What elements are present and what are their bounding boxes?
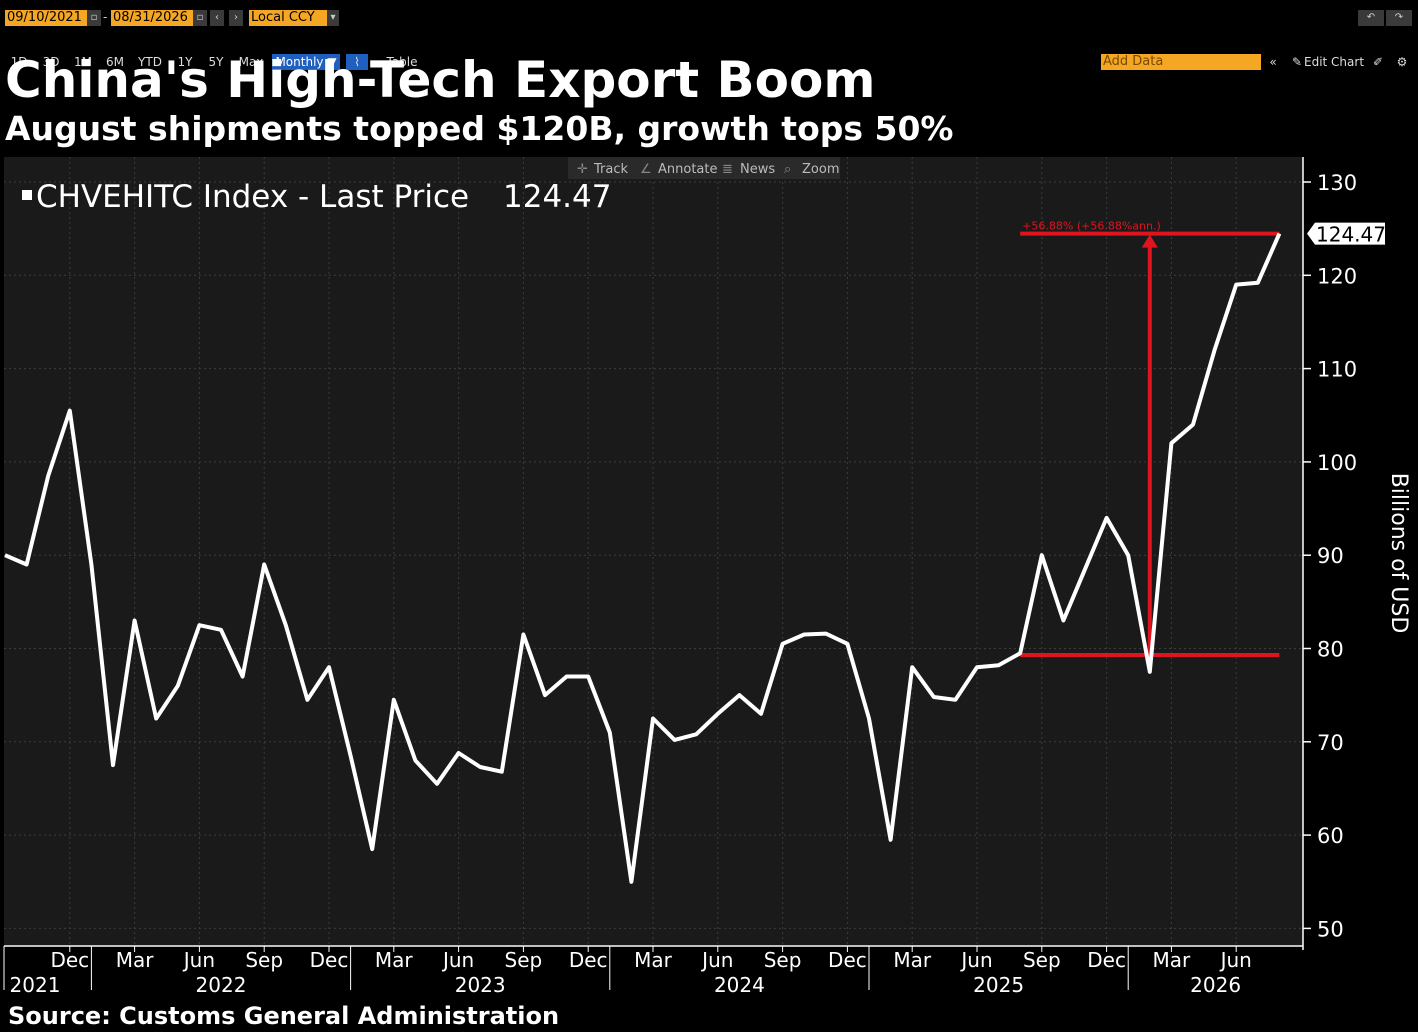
period-1d[interactable]: 1D [10,55,28,69]
end-date-field[interactable]: 08/31/2026 [111,10,193,26]
x-tick-label: Mar [634,948,673,972]
annotate-icon: ∠ [640,162,652,177]
y-axis-label: Billions of USD [1386,473,1411,634]
x-tick-label: Dec [310,948,349,972]
last-value-badge: 124.47 [1307,222,1386,247]
x-year-label: 2022 [196,973,247,997]
edit-icon[interactable]: ✐ [1372,55,1384,69]
table-button[interactable]: Table [386,55,418,69]
x-year-label: 2024 [714,973,765,997]
collapse-icon[interactable]: « [1269,55,1277,69]
legend-swatch [22,190,32,200]
frequency-dropdown[interactable]: Monthly ▼ [272,54,340,70]
news-icon: ≣ [722,162,733,177]
zoom-icon: ⌕ [784,162,791,177]
y-tick-label: 90 [1317,544,1344,568]
gear-icon[interactable]: ⚙ [1396,55,1408,69]
annotation-arrow-head [1141,234,1158,248]
x-tick-label: Jun [959,948,992,972]
zoom-button[interactable]: Zoom [802,162,839,177]
period-toolbar: 1D 3D 1M 6M YTD 1Y 5Y Max Monthly ▼ ⌇ Ta… [0,26,1418,70]
x-tick-label: Jun [441,948,474,972]
track-button[interactable]: Track [593,162,628,177]
period-6m[interactable]: 6M [106,55,124,69]
period-ytd[interactable]: YTD [138,55,162,69]
x-year-label: 2025 [973,973,1024,997]
top-toolbar: 09/10/2021 ▫ - 08/31/2026 ▫ ‹ › Local CC… [0,0,1418,26]
period-1m[interactable]: 1M [74,55,92,69]
last-value-badge-shape [1307,222,1385,245]
chart-title: China's High-Tech Export Boom [5,51,876,109]
y-tick-label: 130 [1317,171,1357,195]
x-tick-label: Sep [505,948,543,972]
y-tick-label: 70 [1317,731,1344,755]
series-line [4,232,1282,884]
period-max[interactable]: Max [238,55,264,69]
calendar-icon[interactable]: ▫ [193,10,207,26]
legend-value: 124.47 [503,179,611,215]
annotate-button[interactable]: Annotate [658,162,717,177]
redo-icon[interactable]: ↷ [1386,10,1412,26]
last-value-label: 124.47 [1316,223,1386,247]
x-tick-label: Jun [182,948,215,972]
annotation-label: +56.88% (+56.88%ann.) [1022,220,1161,233]
y-tick-label: 110 [1317,358,1357,382]
y-tick-label: 100 [1317,451,1357,475]
y-tick-label: 120 [1317,264,1357,288]
undo-icon[interactable]: ↶ [1358,10,1384,26]
x-tick-label: Mar [116,948,155,972]
period-1y[interactable]: 1Y [177,55,193,69]
source-note: Source: Customs General Administration [8,1002,560,1030]
crosshair-icon: ✛ [577,162,588,177]
period-3d[interactable]: 3D [42,55,60,69]
x-tick-label: Mar [893,948,932,972]
period-5y[interactable]: 5Y [208,55,224,69]
x-tick-label: Mar [1153,948,1192,972]
chart-tools-bar: ✛ Track ∠ Annotate ≣ News ⌕ Zoom [568,157,840,179]
chevron-down-icon[interactable]: ▾ [327,10,339,26]
x-tick-label: Jun [700,948,733,972]
chart-subtitle: August shipments topped $120B, growth to… [5,109,954,148]
news-button[interactable]: News [740,162,775,177]
plot-area [4,157,1303,945]
y-tick-label: 60 [1317,824,1344,848]
y-tick-label: 50 [1317,917,1344,941]
chevron-right-icon[interactable]: › [229,10,243,26]
x-tick-label: Mar [375,948,414,972]
grid [4,157,1303,945]
line-chart-icon[interactable]: ⌇ [346,54,368,70]
x-year-label: 2021 [10,973,61,997]
legend-label: CHVEHITC Index - Last Price [36,179,469,215]
x-tick-label: Dec [1087,948,1126,972]
currency-select[interactable]: Local CCY [249,10,327,26]
x-tick-label: Sep [1023,948,1061,972]
line-chart: ✛ Track ∠ Annotate ≣ News ⌕ Zoom CHVEHIT… [3,157,1411,997]
x-tick-label: Dec [569,948,608,972]
axes: 50 60 70 80 90 100 110 120 130 Dec Mar Jun Sep Dec Mar… [3,157,1357,997]
x-year-label: 2023 [455,973,506,997]
pencil-icon[interactable]: ✎ [1291,55,1303,69]
x-tick-label: Dec [50,948,89,972]
chevron-left-icon[interactable]: ‹ [210,10,224,26]
x-tick-label: Sep [764,948,802,972]
calendar-icon[interactable]: ▫ [87,10,101,26]
x-year-label: 2026 [1190,973,1241,997]
date-separator: - [103,10,108,24]
edit-chart-button[interactable]: Edit Chart [1304,55,1365,69]
x-tick-label: Sep [245,948,283,972]
x-tick-label: Dec [828,948,867,972]
y-tick-label: 80 [1317,638,1344,662]
add-data-input[interactable]: Add Data [1101,54,1261,70]
start-date-field[interactable]: 09/10/2021 [5,10,87,26]
x-tick-label: Jun [1219,948,1252,972]
